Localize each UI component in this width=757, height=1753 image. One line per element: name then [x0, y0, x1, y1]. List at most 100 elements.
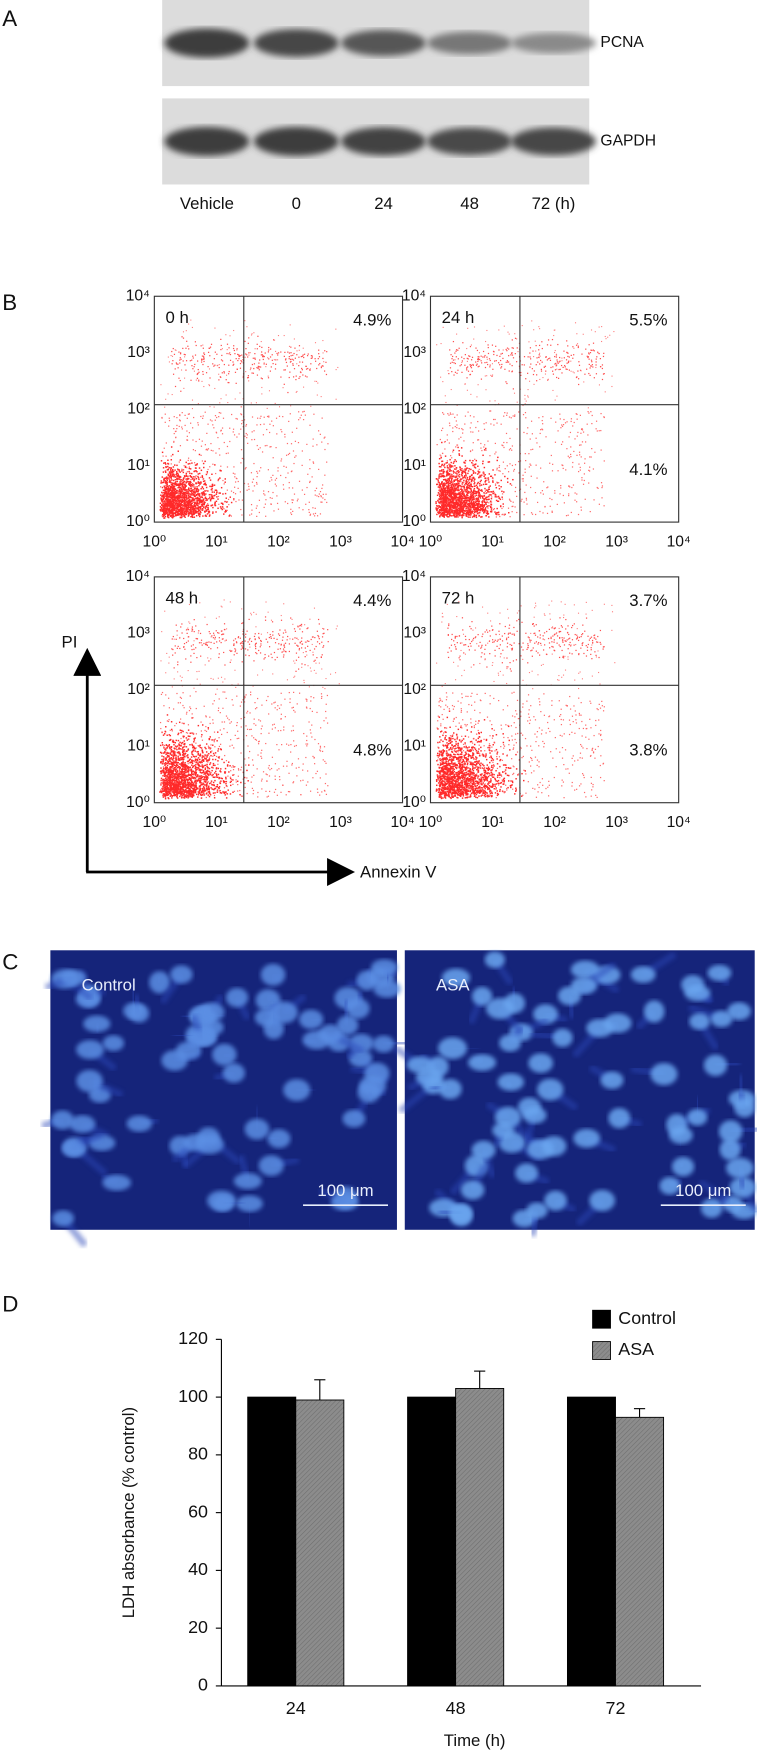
event-dot	[181, 510, 184, 512]
event-dot	[205, 509, 207, 511]
event-dot	[321, 501, 323, 503]
event-dot	[484, 474, 486, 476]
event-dot	[460, 480, 462, 483]
event-dot	[177, 450, 179, 452]
event-dot	[465, 505, 467, 508]
event-dot	[164, 511, 167, 513]
event-dot	[172, 508, 174, 510]
event-dot	[296, 354, 298, 356]
lane-label: 24	[374, 194, 393, 213]
event-dot	[183, 387, 185, 389]
event-dot	[527, 372, 529, 374]
event-dot	[475, 490, 478, 493]
event-dot	[466, 476, 469, 479]
event-dot	[464, 383, 466, 385]
event-dot	[554, 492, 556, 494]
event-dot	[483, 428, 486, 430]
event-dot	[479, 497, 482, 499]
event-dot	[199, 497, 202, 499]
event-dot	[570, 370, 572, 372]
event-dot	[446, 502, 449, 504]
event-dot	[259, 423, 262, 426]
event-dot	[211, 487, 213, 490]
event-dot	[169, 511, 171, 513]
event-dot	[174, 491, 177, 493]
event-dot	[498, 464, 501, 467]
event-dot	[165, 491, 167, 493]
event-dot	[203, 352, 205, 354]
event-dot	[176, 464, 178, 467]
event-dot	[245, 348, 247, 350]
event-dot	[191, 472, 193, 475]
event-dot	[180, 500, 182, 503]
event-dot	[163, 506, 165, 508]
event-dot	[290, 405, 292, 407]
event-dot	[442, 490, 445, 492]
event-dot	[467, 491, 469, 493]
band-label: PCNA	[600, 34, 644, 51]
event-dot	[443, 505, 446, 507]
event-dot	[438, 509, 441, 511]
event-dot	[205, 515, 208, 517]
event-dot	[182, 493, 184, 496]
event-dot	[212, 512, 214, 514]
event-dot	[473, 498, 475, 501]
event-dot	[477, 509, 480, 511]
event-dot	[498, 329, 500, 331]
event-dot	[209, 466, 211, 468]
event-dot	[197, 422, 199, 424]
event-dot	[277, 508, 280, 510]
event-dot	[465, 479, 468, 482]
event-dot	[184, 485, 186, 487]
event-dot	[498, 497, 500, 499]
event-dot	[444, 440, 446, 443]
event-dot	[458, 488, 460, 491]
event-dot	[441, 481, 443, 483]
event-dot	[513, 392, 516, 394]
event-dot	[302, 347, 304, 349]
event-dot	[502, 506, 505, 508]
event-dot	[271, 479, 273, 481]
event-dot	[477, 366, 479, 368]
event-dot	[242, 359, 244, 361]
event-dot	[574, 438, 576, 440]
event-dot	[476, 396, 478, 398]
event-dot	[167, 492, 170, 495]
event-dot	[563, 502, 565, 504]
event-dot	[200, 496, 203, 498]
event-dot	[457, 489, 459, 492]
event-dot	[303, 386, 305, 388]
event-dot	[512, 478, 514, 481]
event-dot	[446, 473, 448, 476]
event-dot	[557, 430, 559, 432]
event-dot	[312, 462, 315, 464]
event-dot	[161, 508, 164, 511]
event-dot	[465, 480, 467, 483]
event-dot	[476, 505, 479, 508]
event-dot	[444, 514, 446, 516]
event-dot	[295, 375, 297, 377]
event-dot	[183, 495, 185, 498]
event-dot	[175, 509, 178, 511]
event-dot	[454, 508, 456, 510]
event-dot	[283, 369, 285, 371]
event-dot	[532, 350, 534, 352]
event-dot	[538, 356, 540, 358]
event-dot	[327, 443, 329, 445]
event-dot	[221, 427, 224, 429]
event-dot	[538, 357, 540, 359]
event-dot	[200, 476, 202, 478]
event-dot	[174, 493, 176, 496]
event-dot	[215, 432, 218, 434]
event-dot	[449, 514, 452, 517]
event-dot	[463, 493, 465, 495]
event-dot	[182, 509, 184, 512]
event-dot	[457, 482, 459, 485]
event-dot	[473, 466, 476, 468]
event-dot	[442, 482, 445, 485]
event-dot	[249, 514, 251, 516]
event-dot	[168, 466, 171, 469]
event-dot	[246, 437, 248, 439]
event-dot	[595, 420, 598, 422]
event-dot	[187, 413, 189, 415]
